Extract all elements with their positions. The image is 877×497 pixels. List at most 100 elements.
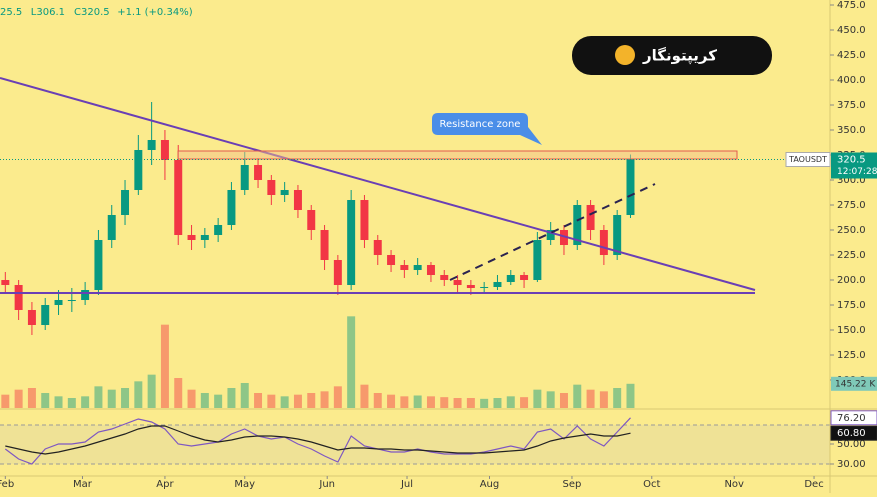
candle-body	[360, 200, 369, 240]
x-tick-label: Jul	[400, 479, 413, 490]
rsi-value-label: 60.80	[837, 428, 866, 439]
candle-body	[347, 200, 356, 285]
volume-bar	[466, 398, 475, 408]
volume-bar	[160, 324, 169, 408]
volume-bar	[27, 388, 36, 408]
y-tick-label: 200.0	[837, 275, 866, 286]
y-tick-label: 425.0	[837, 50, 866, 61]
rsi-band	[0, 425, 830, 464]
candle-body	[81, 290, 90, 300]
last-price: 320.5	[837, 155, 866, 166]
volume-bar	[506, 396, 515, 408]
volume-label: 145.22 K	[835, 379, 876, 389]
y-tick-label: 275.0	[837, 200, 866, 211]
x-tick-label: Feb	[0, 479, 14, 490]
candle-body	[107, 215, 116, 240]
candle-body	[187, 235, 196, 240]
x-tick-label: Aug	[480, 479, 500, 490]
y-tick-label: 400.0	[837, 75, 866, 86]
candle-body	[94, 240, 103, 290]
volume-bar	[373, 393, 382, 408]
volume-bar	[254, 393, 263, 408]
volume-bar	[81, 396, 90, 408]
candle-body	[293, 190, 302, 210]
callout	[432, 113, 542, 145]
candle-body	[413, 265, 422, 270]
y-tick-label: 375.0	[837, 100, 866, 111]
volume-bar	[214, 394, 223, 408]
rsi-tick-label: 50.00	[837, 439, 866, 450]
volume-bar	[400, 396, 409, 408]
y-tick-label: 450.0	[837, 25, 866, 36]
legend-text: C320.5	[74, 7, 110, 18]
candle-body	[506, 275, 515, 282]
volume-badge	[831, 376, 877, 391]
volume-bar	[413, 395, 422, 408]
candle-body	[533, 240, 542, 280]
y-tick-label: 175.0	[837, 300, 866, 311]
candle-body	[280, 190, 289, 195]
volume-bar	[493, 398, 502, 408]
volume-bar	[320, 391, 329, 408]
y-tick-label: 250.0	[837, 225, 866, 236]
candle-body	[147, 140, 156, 150]
candle-body	[1, 280, 10, 285]
candle-body	[466, 285, 475, 288]
candle-body	[134, 150, 143, 190]
candle-body	[373, 240, 382, 255]
y-tick-label: 350.0	[837, 125, 866, 136]
volume-bar	[360, 384, 369, 408]
volume-bar	[586, 389, 595, 408]
volume-bar	[200, 393, 209, 408]
volume-bar	[426, 396, 435, 408]
volume-bar	[613, 388, 622, 408]
x-tick-label: Dec	[804, 479, 823, 490]
candle-body	[626, 159, 635, 215]
candle-body	[307, 210, 316, 230]
x-tick-label: Mar	[73, 479, 93, 490]
volume-bar	[121, 388, 130, 408]
legend-text: 25.5	[0, 7, 22, 18]
dashed-trendline	[449, 183, 656, 281]
candle-body	[586, 205, 595, 230]
volume-bar	[14, 389, 23, 408]
symbol: TAOUSDT	[788, 155, 827, 164]
volume-bar	[333, 386, 342, 408]
volume-bar	[174, 378, 183, 408]
candle-body	[559, 230, 568, 245]
volume-bar	[453, 398, 462, 408]
candle-body	[400, 265, 409, 270]
rsi-line	[4, 417, 631, 465]
candle-body	[599, 230, 608, 255]
candle-body	[320, 230, 329, 260]
y-tick-label: 150.0	[837, 325, 866, 336]
volume-bar	[147, 374, 156, 408]
candle-body	[254, 165, 263, 180]
volume-bar	[54, 396, 63, 408]
y-tick-label: 225.0	[837, 250, 866, 261]
candle-body	[240, 165, 249, 190]
volume-bar	[134, 381, 143, 408]
volume-bar	[107, 389, 116, 408]
x-tick-label: Jun	[318, 479, 335, 490]
volume-bar	[67, 398, 76, 408]
x-tick-label: Sep	[563, 479, 582, 490]
candle-body	[453, 280, 462, 285]
volume-bar	[520, 397, 529, 408]
candle-body	[493, 282, 502, 287]
countdown: 12:07:28	[837, 167, 877, 177]
legend-text: L306.1	[31, 7, 65, 18]
volume-bar	[307, 393, 316, 408]
candle-body	[440, 275, 449, 280]
candle-body	[267, 180, 276, 195]
candle-body	[27, 310, 36, 325]
callout-text: Resistance zone	[440, 119, 521, 130]
x-tick-label: May	[234, 479, 255, 490]
candle-body	[214, 225, 223, 235]
volume-bar	[280, 396, 289, 408]
ohlc-legend: 25.5 L306.1 C320.5 +1.1 (+0.34%)	[0, 7, 193, 18]
candle-body	[480, 287, 489, 288]
candle-body	[387, 255, 396, 265]
